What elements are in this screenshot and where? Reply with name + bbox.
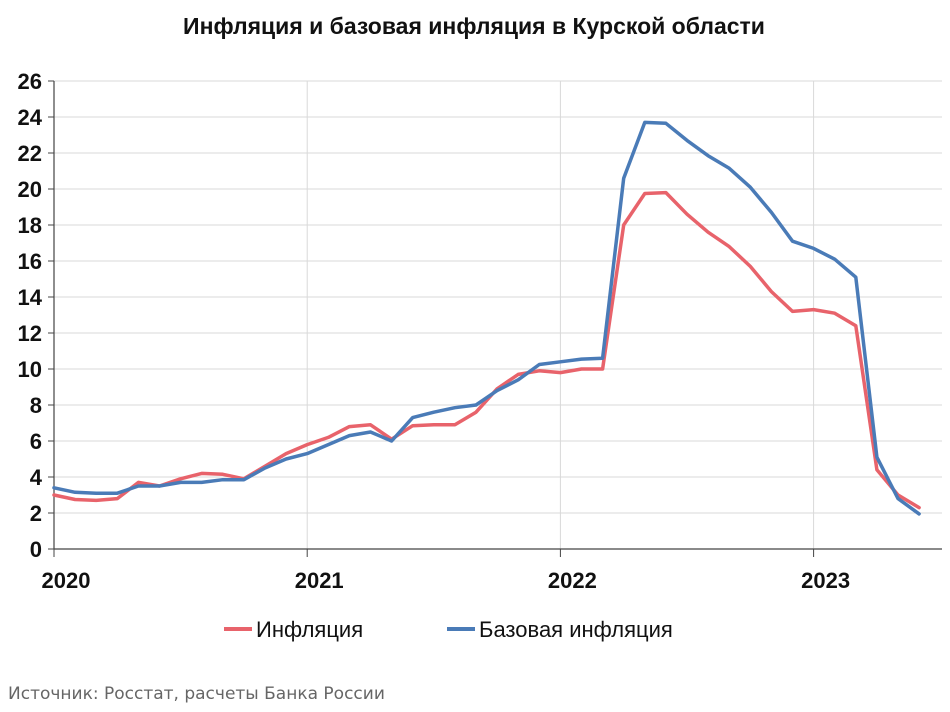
y-tick-label: 22 bbox=[18, 141, 42, 166]
series-line-inflation bbox=[52, 190, 921, 510]
series-lines bbox=[52, 120, 921, 516]
y-tick-label: 24 bbox=[18, 105, 43, 130]
x-tick-label: 2020 bbox=[42, 568, 91, 593]
y-tick-label: 2 bbox=[30, 501, 42, 526]
x-tick-label: 2022 bbox=[548, 568, 597, 593]
y-tick-label: 26 bbox=[18, 69, 42, 94]
y-tick-label: 14 bbox=[18, 285, 43, 310]
y-tick-label: 6 bbox=[30, 429, 42, 454]
y-tick-label: 0 bbox=[30, 537, 42, 562]
y-tick-label: 10 bbox=[18, 357, 42, 382]
legend-label-core-inflation: Базовая инфляция bbox=[479, 617, 673, 642]
y-tick-label: 20 bbox=[18, 177, 42, 202]
x-tick-label: 2023 bbox=[801, 568, 850, 593]
y-tick-label: 12 bbox=[18, 321, 42, 346]
y-tick-label: 8 bbox=[30, 393, 42, 418]
y-tick-label: 18 bbox=[18, 213, 42, 238]
source-note: Источник: Росстат, расчеты Банка России bbox=[8, 684, 385, 704]
legend-label-inflation: Инфляция bbox=[256, 617, 363, 642]
chart-title: Инфляция и базовая инфляция в Курской об… bbox=[183, 13, 765, 39]
x-tick-label: 2021 bbox=[295, 568, 344, 593]
legend: Инфляция Базовая инфляция bbox=[224, 617, 673, 642]
y-tick-label: 4 bbox=[30, 465, 43, 490]
grid bbox=[54, 80, 942, 549]
axes bbox=[48, 80, 942, 557]
series-line-core-inflation bbox=[52, 120, 921, 516]
x-axis-ticks: 2020 2021 2022 2023 bbox=[42, 568, 851, 593]
y-tick-label: 16 bbox=[18, 249, 42, 274]
